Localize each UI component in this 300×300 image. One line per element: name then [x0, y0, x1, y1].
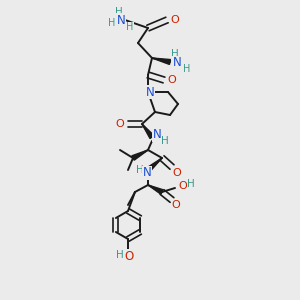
Text: O: O — [116, 119, 124, 129]
Text: H: H — [116, 250, 124, 260]
Polygon shape — [142, 124, 154, 139]
Text: H: H — [161, 136, 169, 146]
Text: O: O — [172, 168, 182, 178]
Text: N: N — [153, 128, 161, 142]
Text: O: O — [172, 200, 180, 210]
Text: N: N — [172, 56, 182, 70]
Text: H: H — [171, 49, 179, 59]
Text: H: H — [187, 179, 195, 189]
Text: H: H — [108, 18, 116, 28]
Polygon shape — [148, 185, 163, 194]
Text: H: H — [136, 165, 144, 175]
Text: H: H — [126, 22, 134, 32]
Polygon shape — [132, 150, 148, 160]
Text: N: N — [142, 167, 152, 179]
Text: H: H — [183, 64, 191, 74]
Text: O: O — [178, 181, 188, 191]
Text: N: N — [146, 85, 154, 98]
Text: N: N — [117, 14, 125, 26]
Text: O: O — [124, 250, 134, 262]
Polygon shape — [152, 58, 170, 64]
Text: H: H — [115, 7, 123, 17]
Text: O: O — [168, 75, 176, 85]
Text: O: O — [171, 15, 179, 25]
Polygon shape — [146, 158, 162, 172]
